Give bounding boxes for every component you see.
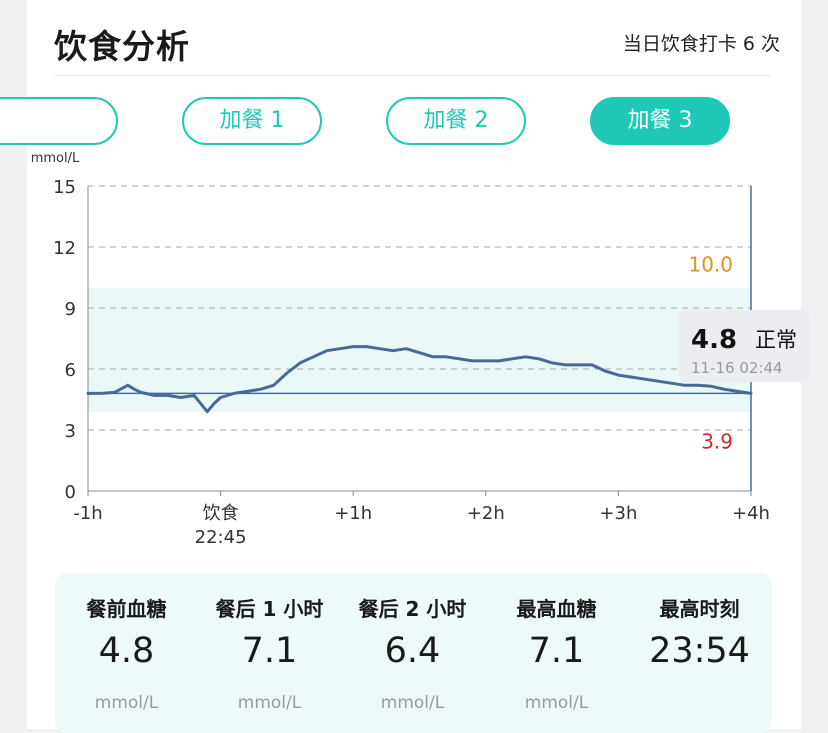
stat-value: 7.1 [528, 631, 585, 671]
checkin-count[interactable]: 当日饮食打卡 6 次 [622, 33, 780, 55]
tooltip-status: 正常 [755, 328, 797, 352]
stat-unit: mmol/L [237, 693, 302, 713]
x-tick-label: -1h [73, 503, 102, 524]
tab-snack-3[interactable]: 加餐 3 [590, 97, 730, 145]
tooltip-value: 4.8 [691, 325, 737, 355]
x-tick-label: +4h [732, 503, 770, 524]
y-axis-unit: mmol/L [31, 151, 80, 166]
stat-value: 4.8 [98, 631, 155, 671]
page-title: 饮食分析 [54, 27, 190, 66]
x-tick-label: 饮食 [203, 503, 239, 524]
glucose-series-line [86, 345, 753, 414]
stat-label: 餐前血糖 [86, 597, 167, 621]
y-tick-label: 9 [65, 299, 76, 320]
tab-meal-previous[interactable] [0, 97, 118, 145]
y-tick-label: 12 [53, 238, 76, 259]
stat-label: 餐后 2 小时 [358, 597, 467, 621]
summary-panel: 餐前血糖 4.8 mmol/L 餐后 1 小时 7.1 mmol/L 餐后 2 … [55, 573, 772, 733]
stat-value: 7.1 [241, 631, 298, 671]
y-tick-label: 6 [65, 360, 76, 381]
x-tick-label: +2h [467, 503, 505, 524]
glucose-chart: mmol/L 15 12 9 6 3 0-1h 饮食 22:45 +1h +2h +3h +4h 10.… [30, 151, 809, 548]
stat-value: 6.4 [384, 631, 441, 671]
tab-snack-2[interactable]: 加餐 2 [386, 97, 526, 145]
high-threshold-label: 10.0 [688, 253, 733, 277]
stat-unit: mmol/L [380, 693, 445, 713]
stat-label: 最高血糖 [516, 597, 597, 621]
tab-snack-1[interactable]: 加餐 1 [182, 97, 322, 145]
x-tick-sublabel: 22:45 [195, 527, 247, 548]
header-divider [54, 75, 771, 76]
x-tick-label: +1h [334, 503, 372, 524]
stat-label: 餐后 1 小时 [215, 597, 324, 621]
y-tick-label: 3 [65, 421, 76, 442]
stat-label: 最高时刻 [659, 597, 740, 621]
tooltip-box [679, 310, 809, 382]
x-tick-label: +3h [599, 503, 637, 524]
stat-unit: mmol/L [524, 693, 589, 713]
stat-unit: mmol/L [94, 693, 159, 713]
low-threshold-label: 3.9 [701, 430, 733, 454]
y-tick-label: 15 [53, 177, 76, 198]
stat-value: 23:54 [649, 631, 750, 671]
y-tick-label: 0 [65, 482, 76, 503]
tooltip-time: 11-16 02:44 [691, 359, 783, 377]
